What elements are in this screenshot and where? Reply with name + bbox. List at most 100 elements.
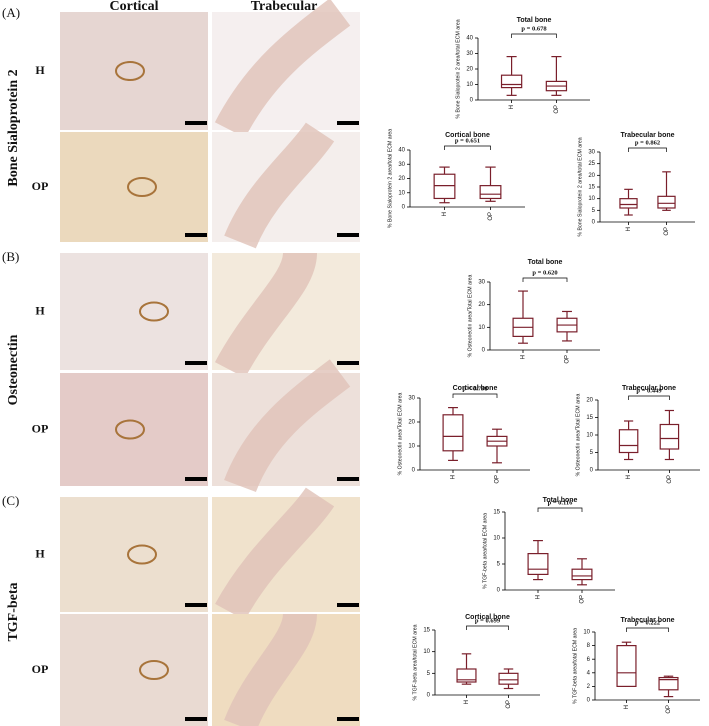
lacuna (139, 301, 169, 322)
box (618, 429, 639, 454)
y-tick-label: 0 (587, 698, 591, 704)
panel-label: (C) (2, 493, 19, 508)
micrograph (60, 373, 208, 486)
micrograph (60, 12, 208, 130)
box-plot: Cortical bone 0 10 20 30 40 % Bone Sialoprotei… (387, 129, 525, 228)
y-tick-label: 15 (493, 510, 500, 516)
y-tick-label: 30 (466, 51, 473, 57)
y-tick-label: 30 (408, 396, 415, 402)
bone-strut (215, 487, 335, 621)
scale-bar (185, 361, 207, 365)
box-plot: Trabecular bone 0 2 4 6 8 10 % TGF-beta area/to… (572, 617, 700, 714)
y-tick-label: 2 (587, 684, 591, 690)
micrograph (60, 253, 208, 370)
bone-strut (214, 0, 351, 139)
y-tick-label: 10 (423, 649, 430, 655)
y-tick-label: 6 (587, 657, 591, 663)
box (433, 173, 456, 200)
box (659, 423, 680, 450)
row-label: H (35, 63, 45, 77)
y-tick-label: 5 (427, 671, 431, 677)
y-tick-label: 4 (587, 670, 591, 676)
p-bracket (537, 507, 583, 512)
x-tick-label: H (626, 227, 632, 231)
x-tick-label: H (626, 475, 632, 479)
box-plot: Total bone 0 10 20 30 40 % Bone Sialoprotein 2… (455, 17, 590, 119)
scale-bar (337, 477, 359, 481)
row-marker: Bone Sialoprotein 2 (6, 69, 21, 186)
y-tick-label: 20 (466, 67, 473, 73)
scale-bar (185, 121, 207, 125)
y-tick-label: 10 (583, 630, 590, 636)
p-value: p = 0.678 (521, 25, 547, 32)
x-tick-label: OP (495, 475, 501, 484)
y-tick-label: 10 (398, 190, 405, 196)
p-bracket (444, 145, 491, 150)
p-bracket (628, 147, 667, 152)
box (619, 198, 638, 209)
bone-strut (224, 359, 351, 493)
x-tick-label: OP (554, 105, 560, 114)
p-bracket (522, 277, 568, 282)
y-tick-label: 20 (408, 420, 415, 426)
p-bracket (466, 625, 509, 630)
y-tick-label: 10 (478, 325, 485, 331)
panel-label: (B) (2, 249, 19, 264)
p-bracket (452, 393, 498, 398)
micrograph-row (60, 251, 360, 379)
y-tick-label: 20 (588, 173, 595, 179)
x-tick-label: OP (664, 227, 670, 236)
lacuna (115, 419, 145, 440)
p-value: p = 0.651 (455, 137, 480, 144)
y-tick-label: 10 (493, 536, 500, 542)
scale-bar (185, 603, 207, 607)
y-axis-label: % Bone Sialoprotein 2 area/total ECM are… (577, 137, 583, 236)
box (500, 74, 523, 89)
box-plot: Cortical bone 0 5 10 15 % TGF-beta area/total… (412, 614, 540, 709)
x-tick-label: H (509, 105, 515, 109)
y-tick-label: 30 (478, 280, 485, 286)
y-tick-label: 8 (587, 643, 591, 649)
bone-strut (224, 122, 335, 249)
chart-title: Total bone (543, 497, 578, 504)
scale-bar (337, 121, 359, 125)
box (657, 195, 676, 209)
scale-bar (185, 477, 207, 481)
x-tick-label: H (536, 595, 542, 599)
y-axis-label: % Osteonectin area/Total ECM area (397, 393, 403, 476)
micrograph (60, 614, 208, 726)
chart-title: Cortical bone (453, 385, 498, 392)
x-tick-label: OP (488, 212, 494, 221)
y-tick-label: 15 (588, 185, 595, 191)
row-label: H (35, 303, 45, 317)
x-tick-label: OP (580, 595, 586, 604)
y-axis-label: % Osteonectin area/Total ECM area (467, 275, 473, 358)
row-label: OP (32, 662, 49, 676)
x-tick-label: OP (667, 475, 673, 484)
scale-bar (337, 603, 359, 607)
y-axis-label: % Bone Sialoprotein 2 area/total ECM are… (387, 129, 393, 228)
p-value: p = 0.699 (475, 617, 501, 624)
chart-title: Cortical bone (445, 132, 490, 139)
p-value: p = 0.222 (635, 619, 660, 626)
y-tick-label: 0 (427, 693, 431, 699)
y-tick-label: 25 (588, 161, 595, 167)
bone-strut (214, 251, 317, 379)
column-header: Cortical (110, 0, 159, 14)
lacuna (115, 61, 145, 81)
y-tick-label: 15 (586, 415, 593, 421)
micrograph-row (60, 612, 360, 726)
box-plot: Trabecular bone 0 5 10 15 20 25 30 % Bone Sialop… (577, 132, 695, 237)
box-plot: Cortical bone 0 10 20 30 % Osteonectin area/T… (397, 385, 530, 484)
y-tick-label: 10 (466, 82, 473, 88)
chart-title: Total bone (528, 259, 563, 266)
lacuna (139, 660, 169, 680)
y-tick-label: 10 (588, 196, 595, 202)
micrograph (60, 132, 208, 242)
box (571, 568, 593, 581)
scale-bar (185, 717, 207, 721)
chart-title: Cortical bone (465, 614, 510, 621)
p-value: p = 0.449 (636, 387, 662, 394)
y-tick-label: 30 (398, 162, 405, 168)
